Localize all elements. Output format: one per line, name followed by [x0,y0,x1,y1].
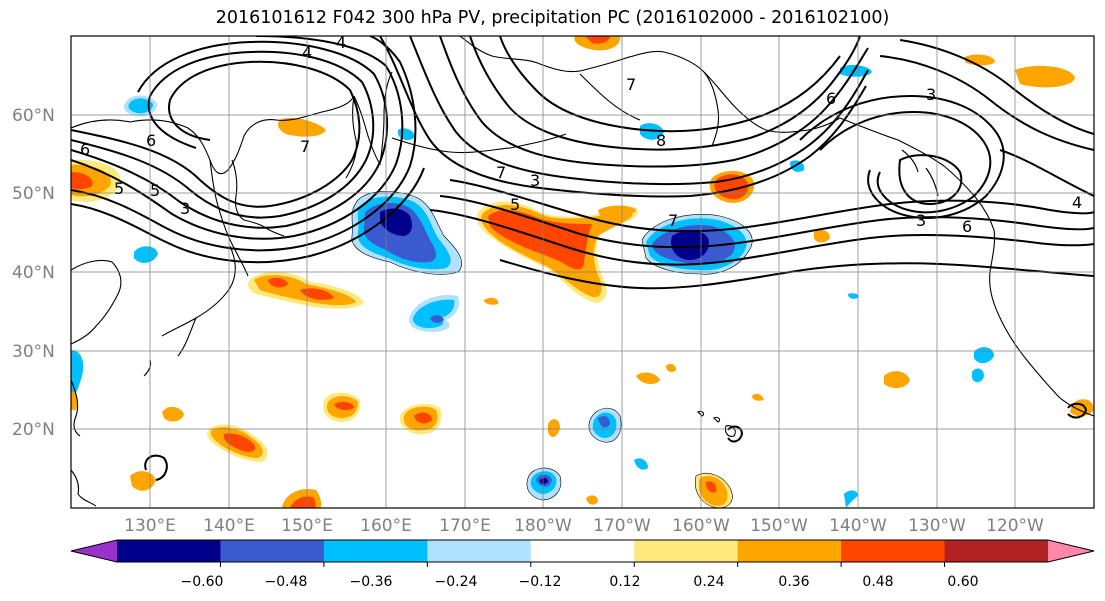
colorbar-segment [117,540,221,562]
colorbar-tick-label: −0.24 [435,574,478,590]
colorbar-extend-low [71,540,117,562]
colorbar-tick-label: 0.36 [778,574,809,590]
colorbar-tick-label: −0.48 [265,574,308,590]
pv-contour-labels: 6 4 5 7 8 6 5 4 7 3 3 7 5 3 8 6 7 5 6 8 … [80,33,1082,236]
colorbar-segment [841,540,946,562]
contour-label: 7 [496,163,506,182]
lon-label-130w: 130°W [908,516,966,536]
lat-label-60n: 60°N [12,106,55,126]
contour-label: 3 [180,199,190,218]
contour-label: 5 [510,195,520,214]
colorbar-tick-label: 0.60 [947,574,978,590]
colorbar-segment [220,540,325,562]
colorbar [70,539,1095,567]
lon-label-140e: 140°E [203,516,255,536]
lat-label-20n: 20°N [12,420,55,440]
contour-label: 3 [926,85,936,104]
colorbar-tick-labels: −0.60 −0.48 −0.36 −0.24 −0.12 0.12 0.24 … [181,574,979,590]
colorbar-segment [427,540,532,562]
lat-label-30n: 30°N [12,342,55,362]
contour-label: 6 [80,140,90,159]
lon-label-160e: 160°E [360,516,412,536]
contour-label: 6 [962,217,972,236]
contour-label: 5 [150,181,160,200]
colorbar-segment [323,540,428,562]
graticule [71,36,1094,508]
colorbar-outline [70,539,1095,563]
longitude-labels: 130°E 140°E 150°E 160°E 170°E 180°W 170°… [124,516,1044,536]
contour-label: 7 [300,137,310,156]
colorbar-tick-label: 0.12 [609,574,640,590]
colorbar-segment [944,540,1049,562]
lon-label-150e: 150°E [281,516,333,536]
contour-label: 7 [626,75,636,94]
map-frame [70,35,1095,509]
lon-label-180w: 180°W [514,516,572,536]
lon-label-120w: 120°W [986,516,1044,536]
lon-label-140w: 140°W [829,516,887,536]
lon-label-170e: 170°E [439,516,491,536]
contour-label: 4 [336,33,346,52]
colorbar-tick-label: 0.24 [693,574,724,590]
lon-label-160w: 160°W [672,516,730,536]
map-content: 6 4 5 7 8 6 5 4 7 3 3 7 5 3 8 6 7 5 6 8 … [71,33,1094,508]
lon-label-150w: 150°W [750,516,808,536]
colorbar-tick-label: 0.48 [862,574,893,590]
lat-label-50n: 50°N [12,184,55,204]
contour-label: 5 [114,179,124,198]
precip-anomaly-fills [71,36,1094,508]
colorbar-segment [634,540,739,562]
lon-label-170w: 170°W [593,516,651,536]
colorbar-tick-label: −0.12 [519,574,562,590]
contour-label: 4 [1072,193,1082,212]
colorbar-tick-label: −0.36 [350,574,393,590]
colorbar-extend-high [1048,540,1094,562]
latitude-labels: 60°N 50°N 40°N 30°N 20°N [12,106,55,440]
contour-label: 6 [146,131,156,150]
contour-label: 6 [826,89,836,108]
contour-label: 7 [668,211,678,230]
lon-label-130e: 130°E [124,516,176,536]
map-title: 2016101612 F042 300 hPa PV, precipitatio… [215,8,890,28]
contour-label: 3 [916,211,926,230]
contour-label: 4 [302,43,312,62]
lat-label-40n: 40°N [12,263,55,283]
contour-label: 8 [656,131,666,150]
colorbar-segment [530,540,635,562]
colorbar-tick-label: −0.60 [181,574,224,590]
colorbar-segment [737,540,842,562]
contour-label: 3 [530,171,540,190]
